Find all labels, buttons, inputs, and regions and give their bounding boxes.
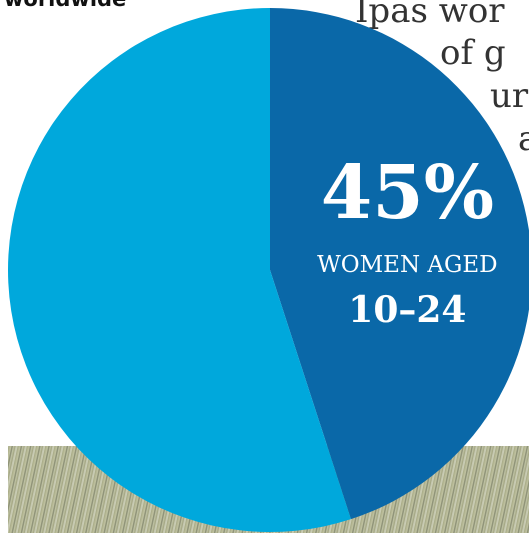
body-line: ur [490,76,529,116]
heading: worldwide [4,0,126,11]
body-line: a [518,119,529,159]
category-label: 10–24 [348,289,466,331]
pie [7,8,529,533]
category-label: WOMEN AGED [317,252,498,278]
body-line: of g [440,33,506,73]
pie-labels: 45% WOMEN AGED 10–24 [317,150,498,331]
pie-slice [7,8,351,533]
body-text: Ipas wor of g ur a [355,0,529,159]
value-label: 45% [321,150,494,236]
pie-slice [270,8,529,520]
body-line: Ipas wor [355,0,505,31]
